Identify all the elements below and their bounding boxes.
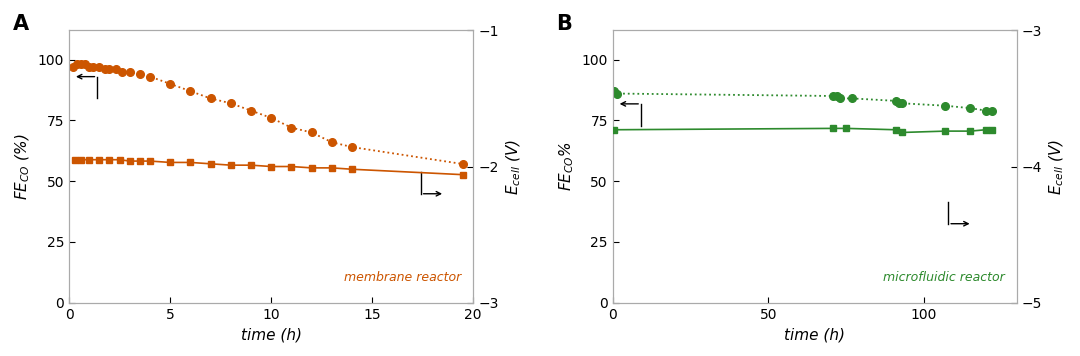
Text: microfluidic reactor: microfluidic reactor [883, 271, 1004, 284]
Text: membrane reactor: membrane reactor [343, 271, 461, 284]
X-axis label: time (h): time (h) [241, 327, 301, 342]
Y-axis label: $FE_{CO}$%: $FE_{CO}$% [557, 142, 576, 192]
Text: B: B [556, 14, 572, 34]
Y-axis label: $FE_{CO}$ (%): $FE_{CO}$ (%) [14, 133, 32, 200]
X-axis label: time (h): time (h) [784, 327, 846, 342]
Y-axis label: $E_{cell}$ (V): $E_{cell}$ (V) [504, 138, 523, 194]
Text: A: A [13, 14, 29, 34]
Y-axis label: $E_{cell}$ (V): $E_{cell}$ (V) [1048, 138, 1066, 194]
